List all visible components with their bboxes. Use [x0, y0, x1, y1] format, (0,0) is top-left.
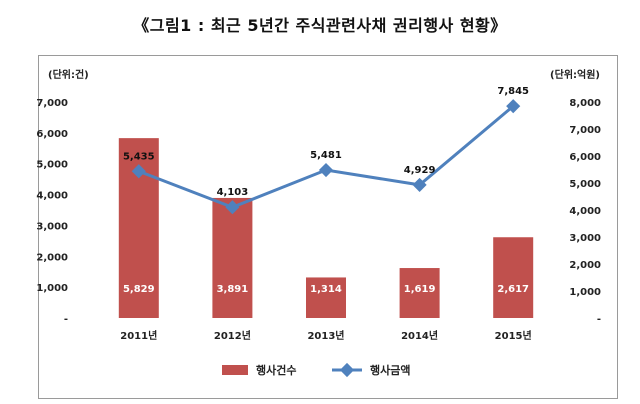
x-tick-label: 2015년	[495, 329, 532, 342]
left-tick-label: 7,000	[36, 98, 68, 109]
point-value-label: 4,103	[217, 187, 249, 198]
right-tick-label: 8,000	[569, 98, 601, 109]
bar-value-label: 2,617	[497, 284, 529, 295]
legend: 행사건수 행사금액	[222, 362, 410, 378]
left-tick-label: 3,000	[36, 221, 68, 232]
left-axis-unit: (단위:건)	[48, 68, 89, 81]
right-axis-unit: (단위:억원)	[550, 68, 600, 81]
bar	[493, 237, 534, 318]
line-marker	[506, 99, 521, 114]
legend-swatch-marker	[339, 362, 355, 378]
left-tick-label: 2,000	[36, 252, 68, 263]
left-tick-label: 6,000	[36, 129, 68, 140]
right-tick-label: 4,000	[569, 206, 601, 217]
x-tick-label: 2012년	[214, 329, 251, 342]
right-tick-label: 2,000	[569, 260, 601, 271]
line-marker	[225, 200, 240, 215]
left-tick-label: 1,000	[36, 283, 68, 294]
legend-label-bar: 행사건수	[256, 363, 296, 377]
legend-swatch-bar	[222, 365, 248, 375]
bar	[306, 277, 346, 318]
left-tick-label: 5,000	[36, 160, 68, 171]
point-value-label: 5,481	[310, 150, 342, 161]
bar	[399, 268, 440, 318]
x-tick-label: 2011년	[120, 329, 157, 342]
bar-value-label: 1,314	[310, 284, 342, 295]
legend-label-line: 행사금액	[370, 363, 410, 377]
x-tick-label: 2013년	[307, 329, 344, 342]
point-value-label: 7,845	[497, 86, 529, 97]
right-tick-label: 1,000	[569, 287, 601, 298]
bar-value-label: 3,891	[217, 284, 249, 295]
line-marker	[412, 177, 427, 192]
right-tick-label: -	[597, 314, 601, 325]
right-tick-label: 6,000	[569, 152, 601, 163]
chart-title: 《그림1 : 최근 5년간 주식관련사채 권리행사 현황》	[133, 16, 507, 35]
left-tick-label: 4,000	[36, 191, 68, 202]
left-tick-label: -	[64, 314, 68, 325]
line-marker	[318, 162, 334, 178]
bar	[212, 197, 253, 318]
right-tick-label: 3,000	[569, 233, 601, 244]
right-tick-label: 7,000	[569, 125, 601, 136]
bar-value-label: 5,829	[123, 284, 155, 295]
right-tick-label: 5,000	[569, 179, 601, 190]
bar-value-label: 1,619	[404, 284, 436, 295]
line-marker	[131, 164, 146, 179]
point-value-label: 5,435	[123, 151, 155, 162]
point-value-label: 4,929	[404, 165, 436, 176]
x-tick-label: 2014년	[401, 329, 438, 342]
